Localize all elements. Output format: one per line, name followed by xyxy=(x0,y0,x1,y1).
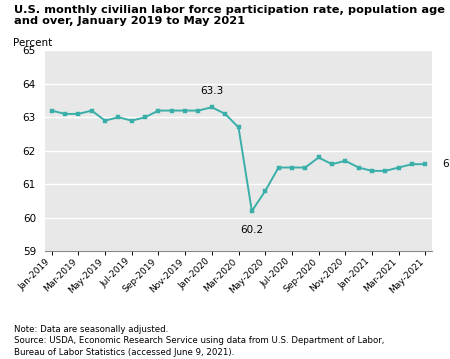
Text: and over, January 2019 to May 2021: and over, January 2019 to May 2021 xyxy=(14,16,244,26)
Text: 61.6: 61.6 xyxy=(442,159,450,169)
Text: Note: Data are seasonally adjusted.
Source: USDA, Economic Research Service usin: Note: Data are seasonally adjusted. Sour… xyxy=(14,325,384,357)
Text: 63.3: 63.3 xyxy=(200,86,224,96)
Text: Percent: Percent xyxy=(14,38,53,48)
Text: U.S. monthly civilian labor force participation rate, population age 16: U.S. monthly civilian labor force partic… xyxy=(14,5,450,15)
Text: 60.2: 60.2 xyxy=(240,225,263,235)
